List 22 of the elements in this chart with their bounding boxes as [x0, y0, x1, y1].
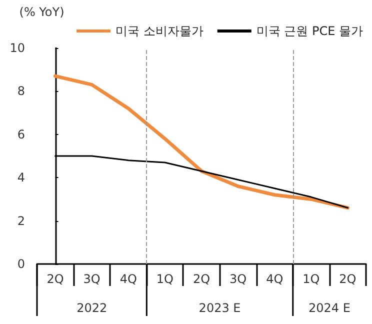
y-tick-label: 6 — [17, 127, 25, 142]
x-tick-label: 2Q — [46, 272, 64, 286]
x-tick-label: 4Q — [266, 272, 284, 286]
legend-label: 미국 소비자물가 — [116, 24, 204, 38]
x-tick-label: 3Q — [83, 272, 100, 286]
x-tick-label: 1Q — [302, 272, 320, 286]
text: 2023 E — [198, 301, 241, 315]
x-tick-label: 3Q — [230, 272, 247, 286]
line-series — [54, 74, 350, 210]
y-tick-label: 10 — [10, 41, 25, 55]
text: 2022 — [76, 301, 108, 315]
text: 2024 E — [308, 301, 350, 315]
y-tick-label: 8 — [17, 84, 25, 98]
x-tick-label: 2Q — [339, 272, 356, 286]
y-tick-label: 4 — [17, 170, 25, 185]
x-tick-label: 4Q — [120, 272, 137, 286]
legend-label: 미국 근원 PCE 물가 — [256, 24, 363, 38]
x-tick-label: 1Q — [156, 272, 174, 286]
y-tick-label: 0 — [17, 257, 25, 271]
y-tick-label: 2 — [17, 214, 25, 228]
y-axis-title: (% YoY) — [19, 5, 64, 19]
x-tick-label: 2Q — [192, 272, 210, 286]
